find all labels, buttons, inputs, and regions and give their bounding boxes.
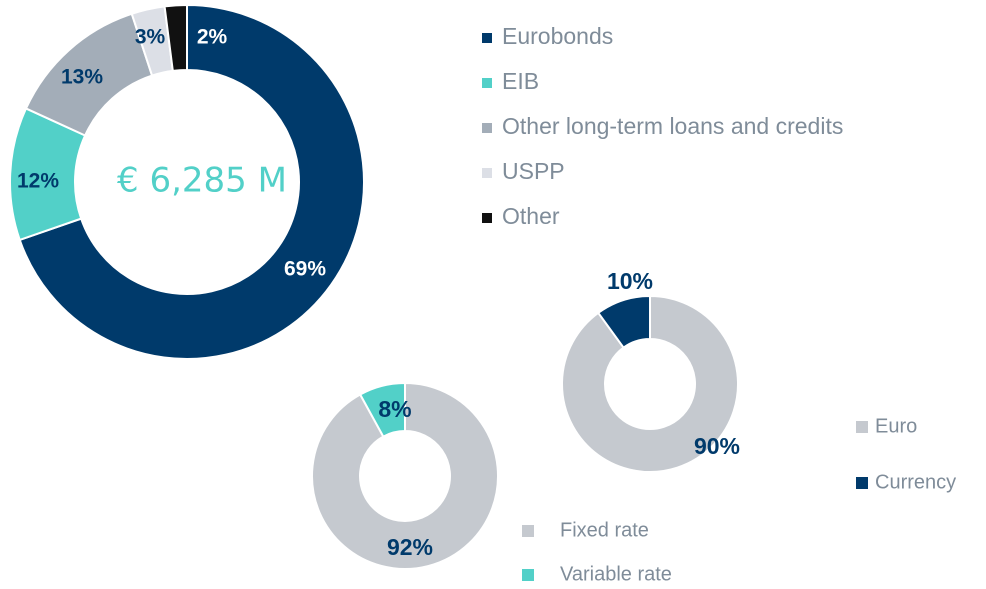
- data-label: 13%: [61, 66, 103, 89]
- legend-label: EIB: [502, 68, 539, 94]
- legend-marker: [482, 123, 492, 133]
- legend-marker: [856, 477, 868, 489]
- data-label: 2%: [197, 26, 228, 49]
- donut-segment: [18, 3, 365, 360]
- legend-label: Other: [502, 203, 560, 229]
- legend-marker: [522, 569, 534, 581]
- data-label: 10%: [607, 268, 653, 294]
- legend-marker: [522, 525, 534, 537]
- center-label: € 6,285 M: [117, 161, 287, 201]
- legend-label: Variable rate: [560, 563, 672, 585]
- data-label: 90%: [694, 433, 740, 459]
- legend-label: Other long-term loans and credits: [502, 113, 843, 139]
- data-label: 8%: [378, 396, 411, 422]
- data-label: 92%: [387, 534, 433, 560]
- legend-marker: [482, 213, 492, 223]
- legend-marker: [482, 168, 492, 178]
- legend-marker: [482, 33, 492, 43]
- legend-label: Currency: [875, 471, 956, 493]
- legend-label: Euro: [875, 415, 917, 437]
- data-label: 12%: [17, 170, 59, 193]
- legend-marker: [482, 78, 492, 88]
- donut-segment: [311, 381, 499, 570]
- donut-segment: [596, 294, 651, 349]
- legend-label: USPP: [502, 158, 565, 184]
- data-label: 69%: [284, 258, 326, 281]
- donut-segment: [561, 294, 739, 473]
- legend-marker: [856, 421, 868, 433]
- legend-label: Fixed rate: [560, 519, 649, 541]
- data-label: 3%: [135, 26, 166, 49]
- donut-segment: [358, 381, 406, 438]
- legend-label: Eurobonds: [502, 23, 613, 49]
- donut-segment: [163, 3, 188, 73]
